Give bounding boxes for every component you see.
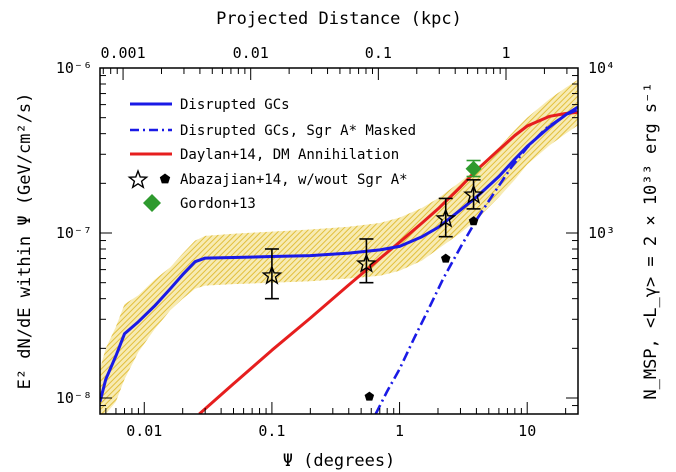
star-point-1	[356, 252, 377, 273]
legend-marker-diamond	[143, 194, 161, 212]
x-tick-label-1: 0.1	[258, 422, 285, 440]
band-layer	[100, 79, 578, 414]
legend: Disrupted GCs Disrupted GCs, Sgr A* Mask…	[127, 97, 416, 212]
star-point-3	[463, 184, 484, 204]
x2-tick-label-2: 0.1	[365, 44, 392, 62]
x2-axis-title: Projected Distance (kpc)	[216, 9, 462, 29]
legend-label-daylan: Daylan+14, DM Annihilation	[180, 147, 399, 163]
points-layer	[261, 159, 484, 401]
pentagon-point-1	[441, 253, 451, 263]
x-tick-label-2: 1	[395, 422, 404, 440]
legend-label-masked: Disrupted GCs, Sgr A* Masked	[180, 123, 416, 139]
y-tick-label-2: 10⁻⁶	[56, 59, 92, 77]
x2-tick-label-3: 1	[501, 44, 510, 62]
legend-label-gordon: Gordon+13	[180, 196, 256, 212]
pentagon-point-0	[364, 391, 375, 401]
legend-marker-star	[127, 168, 149, 189]
ticks-layer: 0.01 0.1 1 10 0.001 0.01 0.1 1 10⁻⁸ 10⁻⁷ 10⁻⁶ 10³ 10…	[56, 44, 615, 440]
star-point-2	[435, 207, 457, 228]
uncertainty-band	[100, 79, 578, 414]
y2-tick-label-0: 10³	[588, 224, 615, 242]
legend-label-disrupted: Disrupted GCs	[180, 97, 290, 113]
x-axis-title: Ψ (degrees)	[283, 451, 396, 471]
y-axis-title: E² dN/dE within Ψ (GeV/cm²/s)	[15, 93, 35, 390]
series-line-2	[198, 110, 578, 414]
gordon-point-0	[465, 160, 482, 177]
pentagon-point-2	[468, 216, 479, 226]
y-tick-label-1: 10⁻⁷	[56, 224, 92, 242]
y2-axis-title: N_MSP, <L_γ> = 2 × 10³³ erg s⁻¹	[641, 82, 661, 399]
x2-tick-label-0: 0.001	[100, 44, 145, 62]
series-layer	[100, 105, 578, 414]
x2-tick-label-1: 0.01	[233, 44, 269, 62]
y2-tick-label-1: 10⁴	[588, 59, 615, 77]
legend-label-abazajian: Abazajian+14, w/wout Sgr A*	[180, 172, 408, 188]
legend-marker-pentagon	[159, 173, 171, 184]
y-tick-label-0: 10⁻⁸	[56, 389, 92, 407]
series-line-0	[100, 105, 578, 403]
star-point-0	[261, 264, 283, 285]
x-tick-label-0: 0.01	[126, 422, 162, 440]
x-tick-label-3: 10	[518, 422, 536, 440]
